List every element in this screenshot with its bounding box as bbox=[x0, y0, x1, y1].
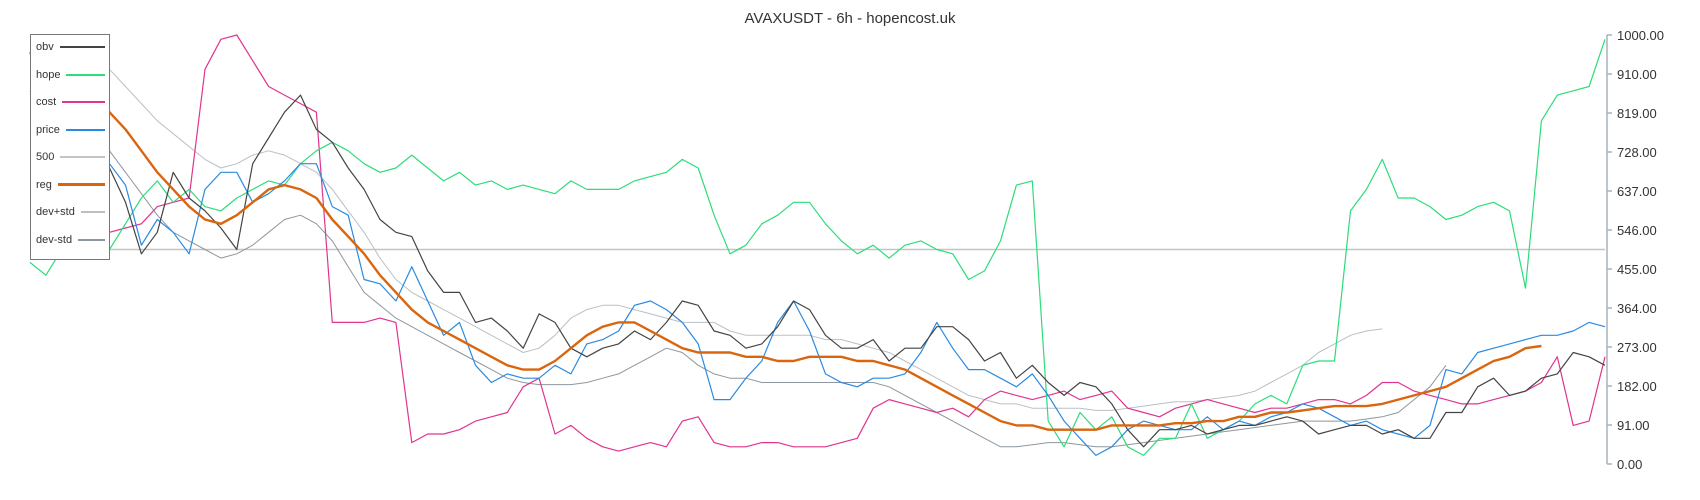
y-axis-tick-label: 728.00 bbox=[1617, 145, 1657, 160]
y-axis-tick-label: 546.00 bbox=[1617, 223, 1657, 238]
legend-item-hope[interactable]: hope bbox=[36, 67, 105, 83]
series-line-cost bbox=[29, 34, 1606, 452]
y-axis-tick-label: 455.00 bbox=[1617, 262, 1657, 277]
legend-item-500[interactable]: 500 bbox=[36, 149, 105, 165]
legend-label: dev-std bbox=[36, 233, 73, 246]
y-axis-tick-label: 1000.00 bbox=[1617, 28, 1664, 43]
legend-item-dev-std[interactable]: dev-std bbox=[36, 232, 105, 248]
y-axis-tick-label: 91.00 bbox=[1617, 418, 1650, 433]
y-axis-tick-label: 273.00 bbox=[1617, 340, 1657, 355]
legend-label: hope bbox=[36, 68, 61, 81]
legend-swatch-icon bbox=[80, 211, 105, 213]
legend-swatch-icon bbox=[60, 156, 105, 158]
series-line-obv bbox=[29, 52, 1606, 448]
legend-label: cost bbox=[36, 96, 57, 108]
legend-swatch-icon bbox=[62, 101, 105, 103]
series-line-price bbox=[29, 90, 1606, 456]
series-line-dev-std bbox=[61, 107, 1447, 448]
legend-item-obv[interactable]: obv bbox=[36, 39, 105, 55]
y-axis-tick-label: 910.00 bbox=[1617, 67, 1657, 82]
legend-item-dev-std[interactable]: dev+std bbox=[36, 204, 105, 220]
legend-item-reg[interactable]: reg bbox=[36, 177, 105, 193]
y-axis: 1000.00 910.00 819.00 728.00 637.00 546.00 455… bbox=[1606, 28, 1664, 472]
y-axis-tick-label: 0.00 bbox=[1617, 457, 1642, 472]
legend-swatch-icon bbox=[59, 46, 105, 48]
y-axis-tick-label: 637.00 bbox=[1617, 184, 1657, 199]
legend-label: dev+std bbox=[36, 206, 75, 218]
legend-label: obv bbox=[36, 41, 54, 53]
y-axis-tick-label: 182.00 bbox=[1617, 379, 1657, 394]
legend-item-cost[interactable]: cost bbox=[36, 94, 105, 110]
chart-legend: obv hope cost price 500 reg dev+std dev-std bbox=[30, 34, 110, 260]
chart-title: AVAXUSDT - 6h - hopencost.uk bbox=[744, 10, 956, 27]
series-line-reg bbox=[61, 76, 1542, 431]
legend-swatch-icon bbox=[57, 183, 105, 186]
legend-swatch-icon bbox=[78, 238, 105, 241]
legend-swatch-icon bbox=[65, 128, 105, 131]
series-layer bbox=[29, 34, 1606, 456]
series-line-hope bbox=[29, 39, 1606, 456]
legend-label: reg bbox=[36, 178, 52, 191]
y-axis-tick-label: 364.00 bbox=[1617, 301, 1657, 316]
y-axis-tick-label: 819.00 bbox=[1617, 106, 1657, 121]
legend-swatch-icon bbox=[66, 73, 105, 76]
legend-label: 500 bbox=[36, 151, 55, 163]
legend-item-price[interactable]: price bbox=[36, 122, 105, 138]
series-line-dev-std bbox=[61, 51, 1383, 411]
legend-label: price bbox=[36, 123, 60, 136]
